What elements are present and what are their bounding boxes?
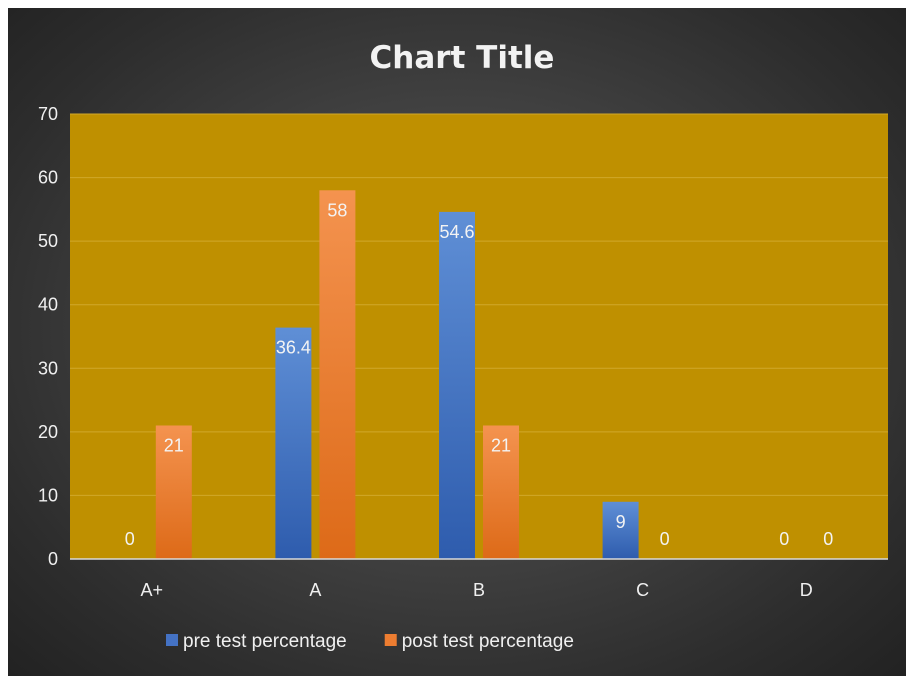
data-label: 36.4 [276,338,311,358]
data-label: 0 [125,529,135,549]
legend-swatch [166,634,178,646]
data-label: 58 [327,200,347,220]
bar [602,501,639,559]
bar [439,211,475,559]
y-tick-label: 50 [38,231,58,251]
bars [155,190,639,560]
x-tick-label: C [636,580,649,600]
bar [319,190,356,560]
chart-frame: Chart Title 0 10 20 30 40 50 60 70 0 21 36.4 58 54.… [8,8,906,676]
bar [155,425,192,559]
bar [483,425,519,559]
data-label: 54.6 [439,222,474,242]
y-tick-label: 60 [38,168,58,188]
legend-label: post test percentage [402,631,574,652]
data-label: 21 [164,436,184,456]
data-label: 21 [491,436,511,456]
x-tick-label: A [309,580,321,600]
y-tick-label: 30 [38,358,58,378]
data-label: 0 [660,529,670,549]
data-label: 0 [823,529,833,549]
gridlines [70,113,888,496]
data-label: 0 [779,529,789,549]
y-axis: 0 10 20 30 40 50 60 70 [38,104,58,569]
bar [275,327,312,559]
chart-svg: Chart Title 0 10 20 30 40 50 60 70 0 21 36.4 58 54.… [38,40,888,652]
legend-label: pre test percentage [183,631,347,652]
legend: pre test percentage post test percentage [166,631,574,652]
legend-swatch [384,634,397,646]
y-tick-label: 0 [48,549,58,569]
x-axis: A+ A B C D [141,580,813,600]
x-tick-label: B [473,580,485,600]
x-tick-label: A+ [141,580,164,600]
x-tick-label: D [800,580,813,600]
y-tick-label: 10 [38,485,58,505]
y-tick-label: 70 [38,104,58,124]
y-tick-label: 20 [38,422,58,442]
y-tick-label: 40 [38,295,58,315]
plot-area [70,114,888,559]
data-label: 9 [616,512,626,532]
chart-title: Chart Title [370,40,555,76]
data-labels: 0 21 36.4 58 54.6 21 9 0 0 0 [125,200,833,549]
